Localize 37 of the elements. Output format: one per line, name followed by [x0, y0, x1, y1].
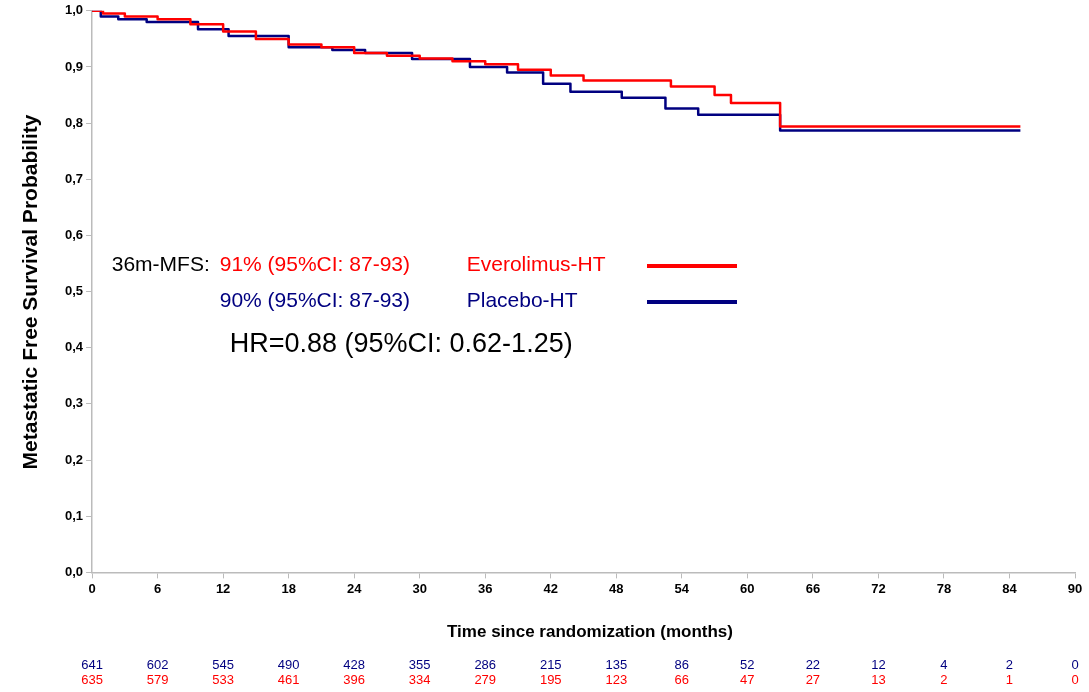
text: 641 602 545 490 428 355 286 215 135 86 52 22 12 4 2 0: [81, 657, 1079, 672]
x-tick-label: 0: [88, 580, 96, 596]
x-tick-label: 84: [1002, 580, 1018, 596]
x-tick-label: 66: [805, 580, 821, 596]
x-tick-label: 30: [412, 580, 427, 596]
y-tick-label: 0,3: [64, 395, 84, 411]
x-tick-label: 36: [478, 580, 493, 596]
text: 635 579 533 461 396 334 279 195 123 66 47 27 13 2 1 0: [81, 672, 1079, 687]
text: Placebo-HT: [466, 287, 578, 312]
annotation: 90% (95%CI: 87-93): [219, 287, 410, 312]
x-tick-label: 78: [936, 580, 952, 596]
annotation: HR=0.88 (95%CI: 0.62-1.25): [229, 327, 573, 359]
y-tick-label: 0,6: [64, 227, 84, 243]
y-tick-label: 0,2: [64, 451, 84, 467]
x-tick-label: 72: [871, 580, 886, 596]
y-tick-label: 0,8: [64, 114, 84, 130]
y-axis-title: Metastatic Free Survival Probability: [18, 113, 42, 472]
x-tick-label: 18: [281, 580, 296, 596]
x-axis-title: Time since randomization (months): [446, 622, 734, 642]
x-tick-label: 6: [153, 580, 162, 596]
y-tick-label: 0,9: [64, 58, 84, 74]
y-tick-label: 0,0: [64, 563, 84, 579]
annotation: 36m-MFS:: [111, 251, 210, 276]
x-tick-label: 60: [740, 580, 755, 596]
x-tick-label: 42: [543, 580, 559, 596]
x-tick-label: 48: [609, 580, 624, 596]
annotation: 91% (95%CI: 87-93): [219, 251, 410, 276]
legend-label: Everolimus-HT: [466, 251, 606, 276]
x-tick-label: 90: [1067, 580, 1083, 596]
x-tick-label: 54: [674, 580, 690, 596]
x-tick-label: 24: [346, 580, 363, 596]
y-tick-label: 1,0: [64, 2, 84, 18]
y-tick-label: 0,7: [64, 170, 84, 186]
x-tick-label: 12: [215, 580, 231, 596]
y-tick-label: 0,5: [64, 283, 84, 299]
y-tick-label: 0,4: [64, 339, 84, 355]
y-tick-label: 0,1: [64, 507, 84, 523]
